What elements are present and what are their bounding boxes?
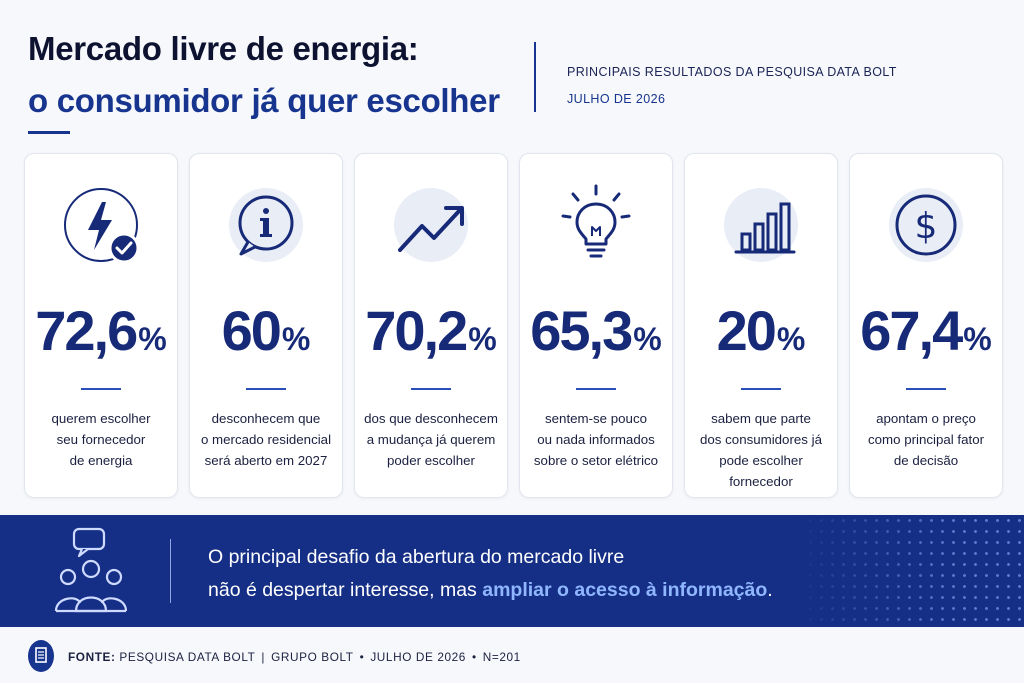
stat-description: desconhecem que o mercado residencial se… bbox=[200, 411, 332, 468]
title-underline bbox=[28, 131, 70, 134]
stat-value: 67,4% bbox=[860, 299, 992, 362]
stat-description: apontam o preço como principal fator de … bbox=[867, 411, 985, 468]
header: Mercado livre de energia: o consumidor j… bbox=[28, 30, 1008, 140]
stat-card: 20% sabem que parte dos consumidores já … bbox=[684, 153, 838, 498]
people-chat-icon bbox=[54, 527, 128, 613]
card-divider bbox=[81, 388, 121, 390]
stat-value: 65,3% bbox=[530, 299, 662, 362]
lightbulb-icon bbox=[551, 180, 641, 270]
survey-label: PRINCIPAIS RESULTADOS DA PESQUISA DATA B… bbox=[567, 65, 897, 79]
page-subtitle: o consumidor já quer escolher bbox=[28, 82, 500, 119]
page-title: Mercado livre de energia: bbox=[28, 30, 419, 67]
card-divider bbox=[576, 388, 616, 390]
stat-card: 72,6% querem escolher seu fornecedor de … bbox=[24, 153, 178, 498]
stat-value: 20% bbox=[716, 299, 806, 362]
svg-text:$: $ bbox=[915, 206, 938, 247]
card-divider bbox=[741, 388, 781, 390]
survey-date: JULHO DE 2026 bbox=[567, 92, 666, 106]
stats-cards: 72,6% querem escolher seu fornecedor de … bbox=[24, 153, 1003, 498]
lightning-check-icon bbox=[56, 180, 146, 270]
card-divider bbox=[906, 388, 946, 390]
key-message-highlight: ampliar o acesso à informação bbox=[482, 579, 768, 601]
card-divider bbox=[411, 388, 451, 390]
dollar-icon: $ bbox=[881, 180, 971, 270]
stat-description: querem escolher seu fornecedor de energi… bbox=[51, 411, 151, 468]
document-icon bbox=[28, 640, 54, 672]
key-message-banner: O principal desafio da abertura do merca… bbox=[0, 515, 1024, 627]
bar-chart-icon bbox=[716, 180, 806, 270]
stat-value: 70,2% bbox=[365, 299, 497, 362]
stat-description: sabem que parte dos consumidores já pode… bbox=[700, 411, 822, 489]
stat-card: 60% desconhecem que o mercado residencia… bbox=[189, 153, 343, 498]
source-credit: FONTE: PESQUISA DATA BOLT | GRUPO BOLT • JUL… bbox=[68, 650, 521, 664]
trend-up-icon bbox=[386, 180, 476, 270]
info-bubble-icon bbox=[221, 180, 311, 270]
stat-value: 60% bbox=[221, 299, 311, 362]
card-divider bbox=[246, 388, 286, 390]
stat-description: sentem-se pouco ou nada informados sobre… bbox=[533, 411, 659, 468]
key-message: O principal desafio da abertura do merca… bbox=[208, 546, 773, 601]
stat-description: dos que desconhecem a mudança já querem … bbox=[364, 411, 498, 468]
footer: FONTE: PESQUISA DATA BOLT | GRUPO BOLT • JUL… bbox=[0, 630, 1024, 683]
stat-card: 70,2% dos que desconhecem a mudança já q… bbox=[354, 153, 508, 498]
header-divider bbox=[534, 42, 536, 112]
stat-card: $ 67,4% apontam o preço como principal f… bbox=[849, 153, 1003, 498]
dot-pattern bbox=[794, 515, 1024, 627]
stat-value: 72,6% bbox=[35, 299, 167, 362]
banner-divider bbox=[170, 539, 171, 603]
stat-card: 65,3% sentem-se pouco ou nada informados… bbox=[519, 153, 673, 498]
